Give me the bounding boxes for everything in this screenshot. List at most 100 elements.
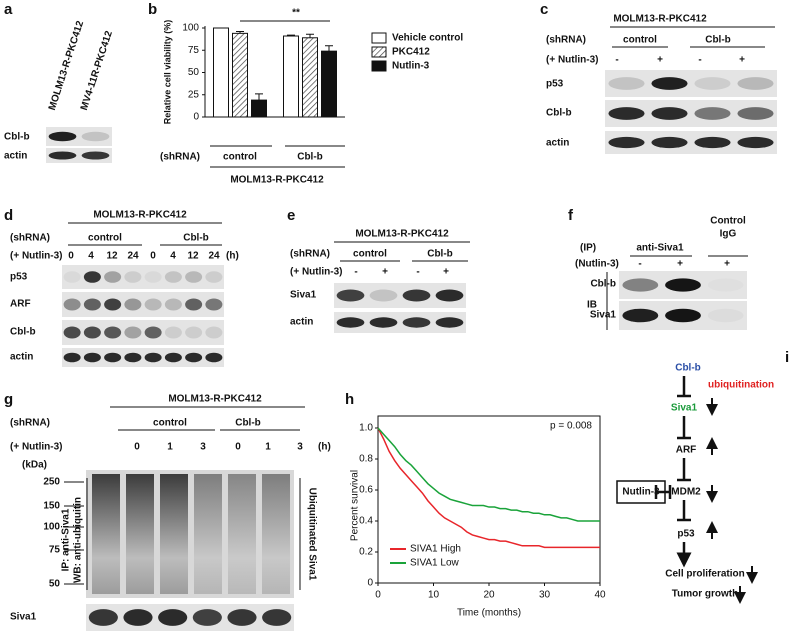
label: IB bbox=[587, 300, 597, 311]
annotation: p = 0.008 bbox=[550, 421, 592, 432]
error-bar bbox=[325, 45, 333, 52]
bar bbox=[283, 35, 299, 118]
band bbox=[205, 352, 223, 363]
band bbox=[124, 271, 142, 283]
legend-label: Vehicle control bbox=[392, 33, 463, 44]
column-label: MOLM13-R-PKC412 bbox=[47, 19, 86, 112]
band bbox=[205, 298, 223, 311]
label: - bbox=[354, 267, 357, 278]
label: 12 bbox=[106, 251, 118, 262]
label: 24 bbox=[208, 251, 220, 262]
error-bar bbox=[287, 34, 295, 37]
x-tick-label: 30 bbox=[539, 590, 551, 601]
smear-lane bbox=[262, 474, 290, 594]
label: 1 bbox=[167, 442, 173, 453]
band bbox=[227, 609, 257, 626]
node: Siva1 bbox=[671, 403, 698, 414]
label: p53 bbox=[546, 79, 564, 90]
label: Cbl-b bbox=[183, 233, 209, 244]
legend-label: Nutlin-3 bbox=[392, 61, 430, 72]
band bbox=[81, 131, 110, 142]
band bbox=[608, 107, 645, 120]
label: 4 bbox=[88, 251, 94, 262]
label: - bbox=[638, 259, 641, 270]
band bbox=[737, 107, 774, 120]
label: Cbl-b bbox=[546, 108, 572, 119]
label: (shRNA) bbox=[160, 152, 200, 163]
blot bbox=[605, 131, 777, 154]
label: + bbox=[443, 267, 449, 278]
band bbox=[708, 278, 744, 291]
legend-label: SIVA1 Low bbox=[410, 558, 460, 569]
y-tick-label: 100 bbox=[182, 23, 199, 34]
smear-lane bbox=[228, 474, 256, 594]
blot bbox=[605, 70, 777, 97]
label: IgG bbox=[720, 229, 737, 240]
panel-letter: a bbox=[4, 1, 13, 18]
band bbox=[164, 326, 182, 339]
band bbox=[185, 326, 203, 339]
band bbox=[144, 352, 162, 363]
y-tick-label: 0.4 bbox=[359, 516, 373, 527]
label: 0 bbox=[235, 442, 241, 453]
label: MOLM13-R-PKC412 bbox=[93, 210, 187, 221]
bar bbox=[321, 50, 337, 118]
label: control bbox=[623, 35, 657, 46]
band bbox=[369, 317, 398, 328]
band bbox=[164, 271, 182, 283]
band bbox=[164, 352, 182, 363]
band bbox=[83, 271, 101, 283]
x-tick-label: 10 bbox=[428, 590, 440, 601]
survival-line bbox=[377, 427, 600, 522]
panel-letter: b bbox=[148, 1, 157, 18]
label: Siva1 bbox=[290, 290, 317, 301]
band bbox=[608, 136, 645, 149]
band bbox=[205, 326, 223, 339]
node: Cbl-b bbox=[675, 363, 701, 374]
smear-lane bbox=[126, 474, 154, 594]
y-tick-label: 1.0 bbox=[359, 423, 373, 434]
band bbox=[185, 298, 203, 311]
label: (h) bbox=[226, 251, 239, 262]
y-tick-label: 75 bbox=[188, 45, 200, 56]
label: MOLM13-R-PKC412 bbox=[230, 175, 324, 186]
x-tick-label: 0 bbox=[375, 590, 381, 601]
band bbox=[737, 136, 774, 149]
label: WB: anti-ubiquitin bbox=[73, 497, 84, 583]
label: 24 bbox=[127, 251, 139, 262]
smear-lane bbox=[160, 474, 188, 594]
label: - bbox=[698, 55, 701, 66]
legend-swatch bbox=[371, 60, 387, 72]
legend-swatch bbox=[371, 46, 387, 58]
node: Tumor growth bbox=[672, 589, 738, 600]
label: (kDa) bbox=[22, 460, 47, 471]
label: Cbl-b bbox=[4, 132, 30, 143]
node: p53 bbox=[677, 529, 695, 540]
label: actin bbox=[10, 352, 33, 363]
label: (shRNA) bbox=[290, 249, 330, 260]
band bbox=[158, 609, 188, 626]
y-axis-label: Percent survival bbox=[350, 470, 361, 541]
band bbox=[665, 278, 701, 292]
band bbox=[104, 298, 122, 311]
label: actin bbox=[4, 151, 27, 162]
label: + bbox=[382, 267, 388, 278]
band bbox=[435, 317, 464, 328]
x-axis-label: Time (months) bbox=[457, 608, 521, 619]
band bbox=[63, 298, 81, 311]
label: 0 bbox=[68, 251, 74, 262]
label: actin bbox=[546, 138, 569, 149]
band bbox=[369, 289, 398, 302]
x-tick-label: 20 bbox=[483, 590, 495, 601]
label: 250 bbox=[43, 477, 60, 488]
column-label: MV4-11R-PKC412 bbox=[79, 29, 115, 112]
label: (+ Nutlin-3) bbox=[10, 251, 63, 262]
error-bar bbox=[306, 33, 314, 38]
label: 4 bbox=[170, 251, 176, 262]
label: 150 bbox=[43, 501, 60, 512]
band bbox=[83, 352, 101, 363]
y-tick-label: 0.6 bbox=[359, 485, 373, 496]
label: ARF bbox=[10, 299, 31, 310]
panel-letter: i bbox=[785, 349, 789, 366]
